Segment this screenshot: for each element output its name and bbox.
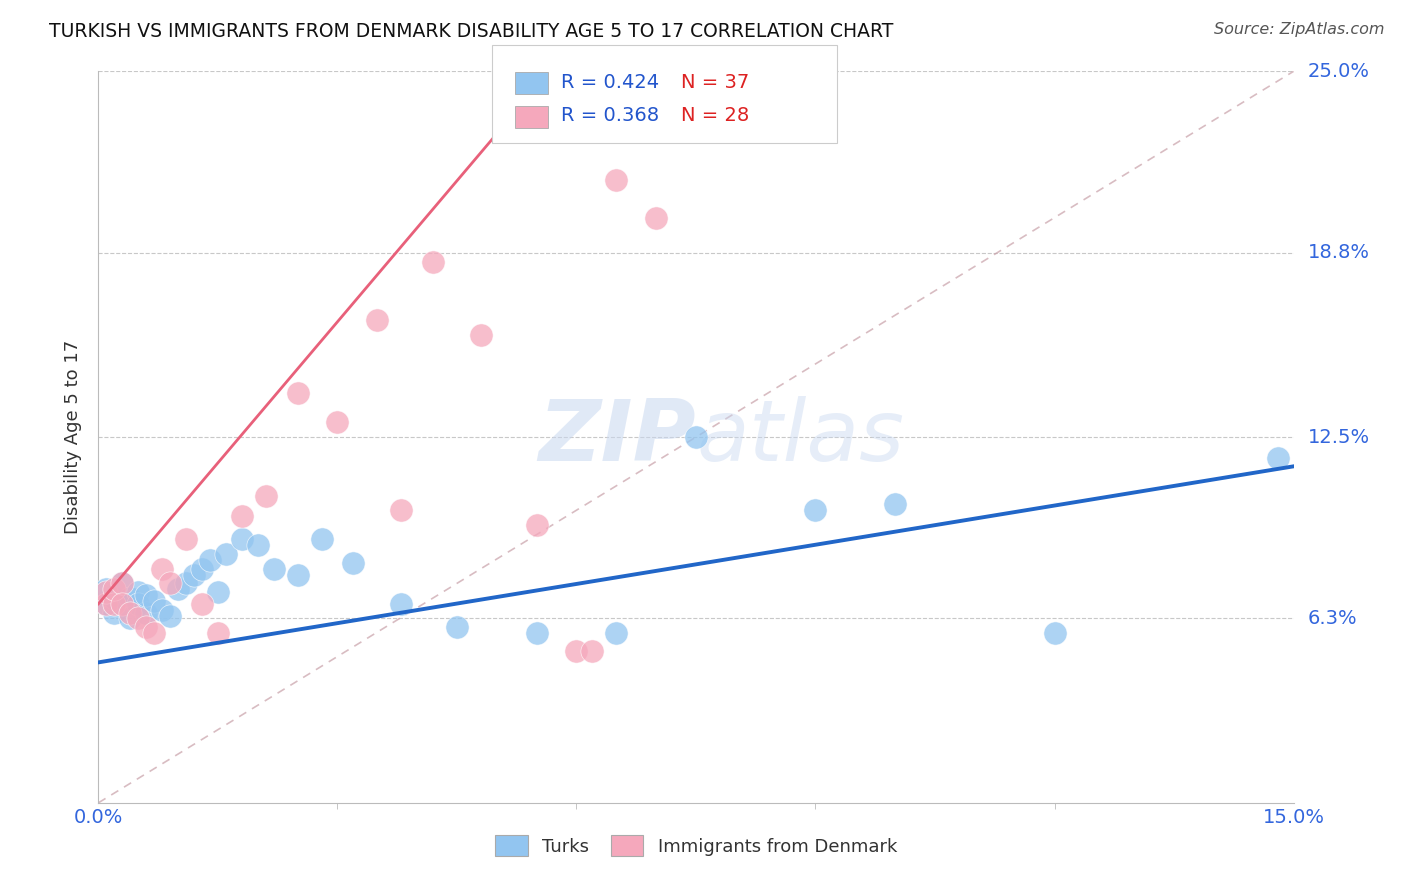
- Text: 6.3%: 6.3%: [1308, 609, 1357, 628]
- Y-axis label: Disability Age 5 to 17: Disability Age 5 to 17: [65, 340, 83, 534]
- Point: [1043, 626, 1066, 640]
- Point: [645, 211, 668, 225]
- Point: [246, 538, 269, 552]
- Point: [96, 597, 118, 611]
- Text: TURKISH VS IMMIGRANTS FROM DENMARK DISABILITY AGE 5 TO 17 CORRELATION CHART: TURKISH VS IMMIGRANTS FROM DENMARK DISAB…: [49, 22, 894, 41]
- Point: [167, 582, 190, 597]
- Point: [326, 416, 349, 430]
- Point: [120, 611, 142, 625]
- Point: [254, 489, 277, 503]
- Point: [207, 626, 229, 640]
- Point: [127, 611, 149, 625]
- Point: [366, 313, 388, 327]
- Point: [581, 643, 603, 657]
- Text: atlas: atlas: [696, 395, 904, 479]
- Point: [685, 430, 707, 444]
- Point: [111, 597, 134, 611]
- Point: [231, 533, 253, 547]
- Point: [884, 497, 907, 511]
- Point: [111, 576, 134, 591]
- Text: N = 28: N = 28: [681, 106, 749, 126]
- Point: [389, 597, 412, 611]
- Point: [96, 597, 118, 611]
- Text: 25.0%: 25.0%: [1308, 62, 1369, 81]
- Legend: Turks, Immigrants from Denmark: Turks, Immigrants from Denmark: [488, 828, 904, 863]
- Point: [287, 386, 309, 401]
- Text: ZIP: ZIP: [538, 395, 696, 479]
- Point: [311, 533, 333, 547]
- Point: [111, 597, 134, 611]
- Point: [127, 585, 149, 599]
- Point: [389, 503, 412, 517]
- Point: [231, 509, 253, 524]
- Point: [120, 591, 142, 605]
- Text: 18.8%: 18.8%: [1308, 244, 1369, 262]
- Point: [103, 606, 125, 620]
- Point: [103, 591, 125, 605]
- Point: [159, 608, 181, 623]
- Point: [135, 606, 157, 620]
- Point: [103, 582, 125, 597]
- Point: [198, 553, 221, 567]
- Point: [565, 643, 588, 657]
- Point: [174, 533, 197, 547]
- Point: [103, 597, 125, 611]
- Point: [96, 585, 118, 599]
- Point: [159, 576, 181, 591]
- Point: [605, 172, 627, 186]
- Point: [191, 597, 214, 611]
- Point: [1267, 450, 1289, 465]
- Point: [120, 606, 142, 620]
- Point: [215, 547, 238, 561]
- Point: [143, 626, 166, 640]
- Point: [526, 626, 548, 640]
- Point: [174, 576, 197, 591]
- Text: N = 37: N = 37: [681, 72, 749, 92]
- Point: [150, 603, 173, 617]
- Text: R = 0.424: R = 0.424: [561, 72, 659, 92]
- Point: [135, 588, 157, 602]
- Point: [526, 517, 548, 532]
- Point: [446, 620, 468, 634]
- Point: [150, 562, 173, 576]
- Point: [470, 327, 492, 342]
- Point: [342, 556, 364, 570]
- Point: [135, 620, 157, 634]
- Point: [287, 567, 309, 582]
- Text: R = 0.368: R = 0.368: [561, 106, 659, 126]
- Point: [191, 562, 214, 576]
- Point: [111, 576, 134, 591]
- Point: [96, 582, 118, 597]
- Point: [422, 254, 444, 268]
- Point: [143, 594, 166, 608]
- Point: [263, 562, 285, 576]
- Point: [127, 597, 149, 611]
- Point: [804, 503, 827, 517]
- Point: [183, 567, 205, 582]
- Point: [207, 585, 229, 599]
- Text: Source: ZipAtlas.com: Source: ZipAtlas.com: [1215, 22, 1385, 37]
- Text: 12.5%: 12.5%: [1308, 427, 1369, 447]
- Point: [605, 626, 627, 640]
